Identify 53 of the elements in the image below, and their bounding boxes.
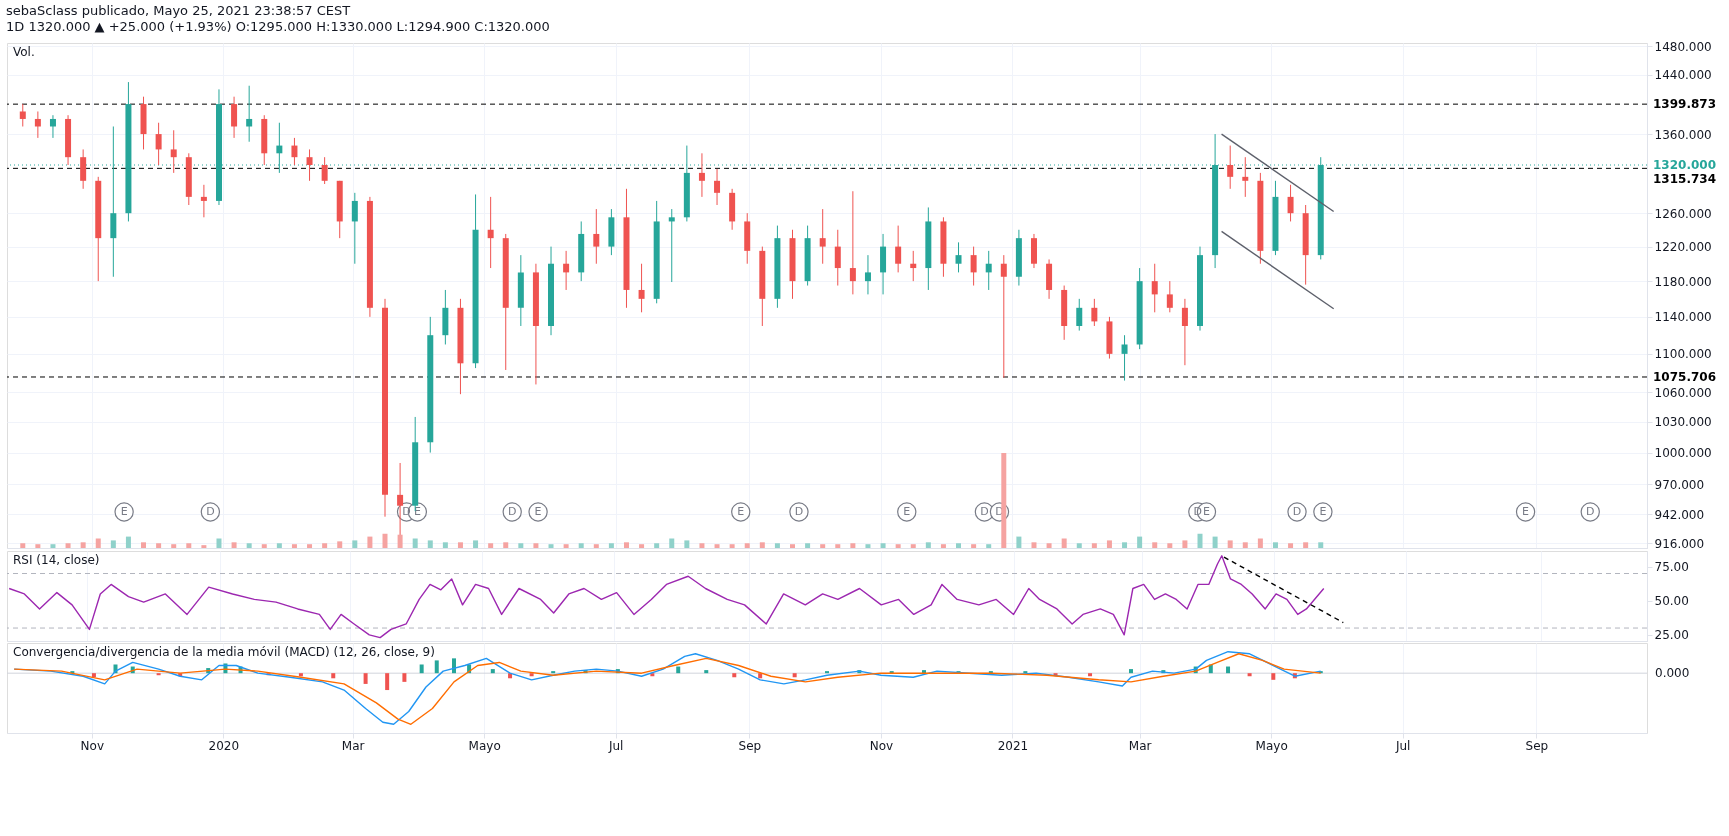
annotation: D [507,505,517,518]
annotation: E [903,505,911,518]
text: 0.000 [1655,666,1690,681]
annotation: D [206,505,215,518]
annotation: E [1319,505,1327,518]
y-tick-label: 25.00 [1654,628,1689,643]
ref-line-label: 1399.873 [1653,97,1717,112]
y-tick-label: 1060.000 [1654,385,1712,400]
y-tick-label: 75.00 [1654,560,1689,575]
y-tick-label: 1180.000 [1654,274,1712,289]
annotation: D [980,505,989,518]
x-tick-label: 2020 [208,738,240,753]
chart-subtitle: 1D 1320.000 ▲ +25.000 (+1.93%) O:1295.000 H:1330.000 L:1294.900 C:1320.000 [6,18,550,34]
ref-line-label: 1075.706 [1653,369,1717,384]
y-tick-label: 1100.000 [1654,347,1712,362]
x-tick-label: Mayo [468,738,501,753]
annotation: D [1292,505,1302,518]
ref-line-label: 1320.000 [1653,158,1717,172]
x-tick-label: Jul [607,738,624,753]
annotation: E [1522,505,1530,518]
chart-title: sebaSclass publicado, Mayo 25, 2021 23:38:57 CEST [6,2,351,18]
x-tick-label: Mar [1128,738,1152,753]
x-tick-label: Mar [341,738,365,753]
x-tick-label: Nov [80,738,104,753]
y-tick-label: 942.000 [1654,507,1705,522]
x-tick-label: Sep [738,738,762,753]
x-tick-label: Nov [869,738,894,753]
y-tick-label: 916.000 [1654,536,1705,551]
x-tick-label: Jul [1394,738,1411,753]
annotation: D [1586,505,1595,518]
chart-title: RSI (14, close) [13,553,100,567]
x-tick-label: Sep [1525,738,1549,753]
y-tick-label: 1000.000 [1654,446,1712,461]
chart-title: Convergencia/divergencia de la media móvil (MACD) (12, 26, close, 9) [13,645,435,659]
x-tick-label: Mayo [1255,738,1288,753]
y-tick-label: 1480.000 [1654,39,1712,54]
x-tick-label: 2021 [997,738,1029,753]
ref-line-label: 1315.734 [1653,172,1717,187]
y-tick-label: 970.000 [1654,477,1705,492]
y-tick-label: 1030.000 [1654,415,1712,430]
annotation: E [413,505,421,518]
annotation: E [737,505,745,518]
y-tick-label: 1140.000 [1654,310,1712,325]
annotation: E [120,505,128,518]
y-tick-label: 1360.000 [1654,127,1712,142]
y-tick-label: 1220.000 [1654,240,1712,255]
chart-title: Vol. [13,45,35,59]
y-tick-label: 50.00 [1654,594,1689,609]
y-tick-label: 1260.000 [1654,206,1712,221]
annotation: E [534,505,542,518]
annotation: E [1202,505,1210,518]
y-tick-label: 1440.000 [1654,68,1712,83]
annotation: D [794,505,804,518]
